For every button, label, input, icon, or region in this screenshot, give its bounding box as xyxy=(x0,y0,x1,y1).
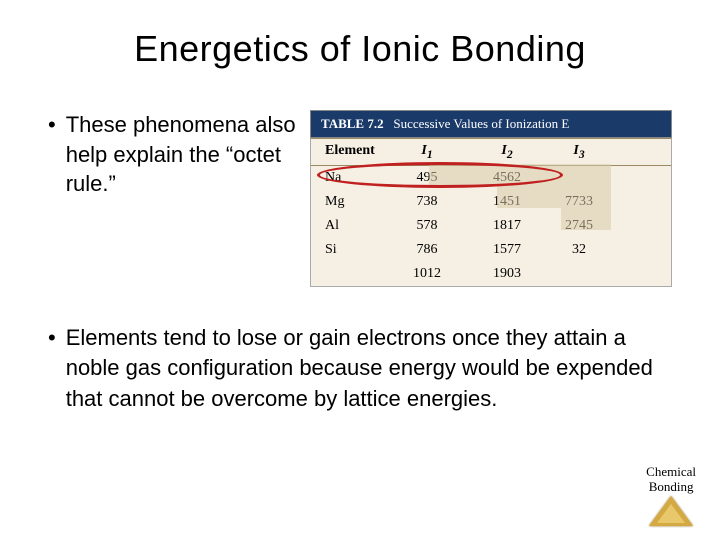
bullet-1-text: These phenomena also help explain the “o… xyxy=(66,110,298,199)
table-head-row: Element I1 I2 I3 xyxy=(311,138,671,166)
bullet-2: • Elements tend to lose or gain electron… xyxy=(48,323,672,414)
cell: Al xyxy=(311,218,387,234)
cell: Mg xyxy=(311,194,387,210)
shade-region-3 xyxy=(561,208,611,230)
table-row: Si 786 1577 32 xyxy=(311,238,671,262)
table-caption-num: TABLE 7.2 xyxy=(321,116,384,131)
cell xyxy=(547,266,611,282)
bullet-2-text: Elements tend to lose or gain electrons … xyxy=(66,323,672,414)
bullet-1: • These phenomena also help explain the … xyxy=(48,110,298,199)
footer-line2: Bonding xyxy=(646,480,696,494)
cell: 1817 xyxy=(467,218,547,234)
cell: 578 xyxy=(387,218,467,234)
cell: 786 xyxy=(387,242,467,258)
table-row: Al 578 1817 2745 xyxy=(311,214,671,238)
col-i3: I3 xyxy=(547,143,611,161)
cell: 32 xyxy=(547,242,611,258)
footer-logo: Chemical Bonding xyxy=(646,465,696,526)
table-caption: TABLE 7.2 Successive Values of Ionizatio… xyxy=(310,110,672,138)
cell: 738 xyxy=(387,194,467,210)
col-i1: I1 xyxy=(387,143,467,161)
bullet-1-wrap: • These phenomena also help explain the … xyxy=(48,110,298,199)
table-row: 1012 1903 xyxy=(311,262,671,286)
col-element: Element xyxy=(311,143,387,161)
cell xyxy=(311,266,387,282)
bullet-dot-icon: • xyxy=(48,110,56,140)
row-bullet-and-table: • These phenomena also help explain the … xyxy=(48,110,672,287)
cell: 1577 xyxy=(467,242,547,258)
bullet-dot-icon: • xyxy=(48,323,56,353)
shade-region-1 xyxy=(429,164,611,186)
shade-region-2 xyxy=(497,186,611,208)
table-row: Mg 738 1451 7733 xyxy=(311,190,671,214)
triangle-icon xyxy=(649,496,693,526)
cell: Na xyxy=(311,170,387,186)
cell: 1903 xyxy=(467,266,547,282)
table-body: Element I1 I2 I3 Na 495 4562 Mg 738 1451… xyxy=(310,138,672,287)
table-caption-text: Successive Values of Ionization E xyxy=(393,116,569,131)
col-i2: I2 xyxy=(467,143,547,161)
cell: 1012 xyxy=(387,266,467,282)
slide-title: Energetics of Ionic Bonding xyxy=(48,28,672,70)
ionization-table: TABLE 7.2 Successive Values of Ionizatio… xyxy=(310,110,672,287)
cell: Si xyxy=(311,242,387,258)
slide: Energetics of Ionic Bonding • These phen… xyxy=(0,0,720,540)
footer-line1: Chemical xyxy=(646,465,696,479)
